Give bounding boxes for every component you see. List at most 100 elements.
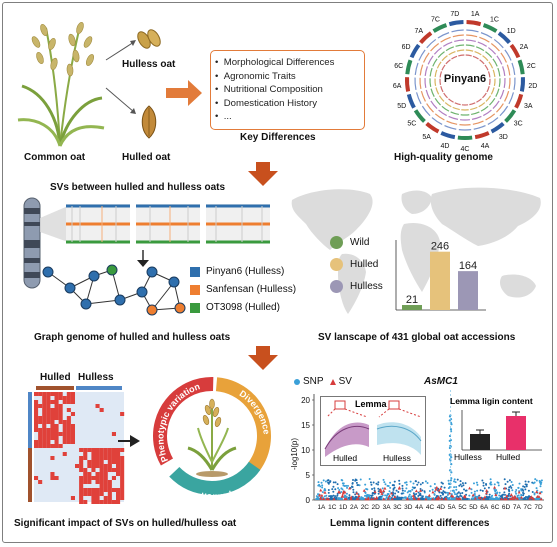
snp-point [354, 478, 357, 481]
hulless-seed-icon [137, 29, 161, 49]
sv-point [436, 495, 440, 499]
sv-point [493, 485, 497, 489]
chromosome-band [519, 77, 525, 92]
snp-point [384, 483, 387, 486]
snp-point [419, 483, 422, 486]
heatmap-cell [42, 440, 47, 444]
snp-point [391, 491, 394, 494]
snp-point [457, 491, 460, 494]
y-tick-label: 20 [301, 396, 310, 405]
sv-point [532, 497, 536, 501]
heatmap-cell [120, 476, 125, 480]
lignin-title: Lemma ligin content [450, 396, 533, 406]
hulless-dot [330, 280, 343, 293]
snp-point [482, 484, 485, 487]
heatmap-cell [107, 468, 112, 472]
density-track [498, 78, 501, 88]
sv-point [332, 497, 336, 501]
density-track [446, 120, 458, 125]
graph-genome-caption: Graph genome of hulled and hulless oats [34, 332, 231, 343]
heatmap-cell [42, 400, 47, 404]
sv-point [431, 497, 435, 501]
snp-point [377, 490, 380, 493]
sv-point [419, 489, 423, 492]
snp-point [377, 487, 380, 490]
snp-point [424, 480, 427, 483]
sv-point [322, 497, 326, 501]
snp-point [531, 490, 534, 493]
snp-point [317, 498, 320, 500]
snp-point [321, 484, 324, 487]
heatmap-cell [79, 500, 84, 504]
sv-point [481, 497, 485, 501]
density-track [466, 34, 478, 38]
sv-point [323, 490, 327, 494]
snp-point [444, 491, 447, 494]
heatmap-cell [116, 472, 121, 476]
snp-point [491, 497, 494, 500]
snp-point [338, 489, 341, 492]
sv-point [319, 496, 323, 500]
density-track [513, 77, 516, 90]
svs-title: SVs between hulled and hulless oats [50, 182, 226, 193]
density-track [476, 98, 482, 103]
snp-point [366, 488, 369, 491]
sv-point [528, 496, 532, 500]
chromosome-band [440, 131, 456, 140]
heatmap-cell [103, 496, 108, 500]
snp-point [380, 497, 383, 500]
sv-point [437, 488, 441, 492]
legend-pinyan6: Pinyan6 (Hulless) [190, 266, 284, 277]
density-track [429, 78, 432, 88]
heatmap-cell [103, 488, 108, 492]
density-track [482, 55, 489, 62]
snp-point [367, 495, 370, 498]
sv-point [357, 494, 361, 498]
heatmap-cell [103, 468, 108, 472]
density-track [488, 47, 497, 55]
sv-point [380, 492, 384, 495]
snp-point [510, 480, 513, 483]
heatmap-cell [38, 440, 43, 444]
snp-point [470, 488, 473, 491]
density-track [465, 54, 472, 57]
snp-point [335, 497, 338, 500]
sv-point [455, 496, 459, 500]
gene-label: AsMC1 [424, 376, 458, 387]
heatmap-cell [34, 404, 39, 408]
snp-point [488, 497, 491, 500]
snp-point [490, 495, 493, 498]
snp-point [540, 481, 543, 484]
snp-point [511, 483, 514, 486]
legend-swatch [190, 266, 200, 277]
heatmap-cell [116, 488, 121, 492]
heatmap-cell [107, 488, 112, 492]
heatmap-cell [58, 444, 63, 448]
snp-point [398, 479, 401, 482]
heatmap-cell [42, 432, 47, 436]
snp-point [351, 482, 354, 485]
snp-point [319, 485, 322, 488]
heatmap-cell [66, 416, 71, 420]
heatmap-cell [58, 396, 63, 400]
snp-point [315, 495, 318, 498]
snp-point [445, 491, 448, 494]
heatmap-cell [38, 436, 43, 440]
heatmap-cell [120, 412, 125, 416]
snp-point [527, 489, 530, 492]
x-tick-label: 7D [534, 504, 543, 511]
snp-point [478, 494, 481, 497]
bar-value-label: 21 [406, 294, 418, 306]
snp-point [440, 485, 443, 488]
density-track [484, 64, 489, 71]
snp-point [524, 495, 527, 498]
snp-point [411, 488, 414, 491]
density-track [465, 44, 475, 47]
heatmap-cell [70, 436, 75, 440]
snp-point [487, 486, 490, 489]
snp-point [359, 497, 362, 500]
snp-point [385, 494, 388, 497]
snp-point [460, 495, 463, 498]
heatmap-cell [116, 456, 121, 460]
density-track [493, 38, 504, 49]
